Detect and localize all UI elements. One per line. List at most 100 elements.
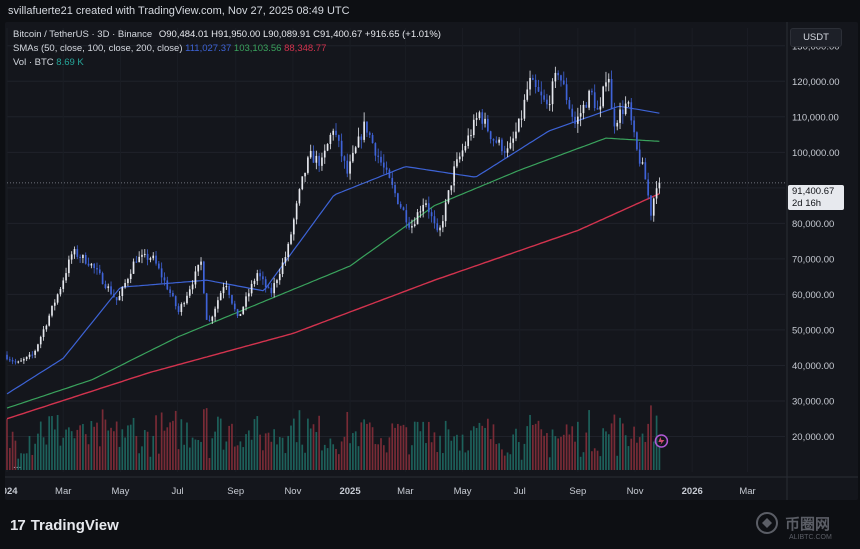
volume-bar xyxy=(104,419,107,470)
candle-body xyxy=(278,274,281,281)
candle-body xyxy=(194,271,197,285)
volume-bar xyxy=(495,444,498,470)
candle-body xyxy=(343,156,346,161)
candle-body xyxy=(307,157,309,173)
y-tick-label: 20,000.00 xyxy=(792,432,834,443)
chart-panel[interactable]: 130,000.00120,000.00110,000.00100,000.00… xyxy=(5,22,858,500)
volume-bar xyxy=(371,427,374,470)
candle-body xyxy=(124,283,126,288)
more-indicators-button[interactable]: ... xyxy=(13,460,22,471)
candle-body xyxy=(368,132,371,135)
volume-bar xyxy=(42,437,45,470)
candle-body xyxy=(68,259,70,274)
candle-body xyxy=(461,150,464,157)
volume-bar xyxy=(138,453,141,470)
volume-bar xyxy=(405,427,408,470)
volume-bar xyxy=(501,449,503,470)
candle-body xyxy=(73,249,76,255)
volume-bar xyxy=(517,442,520,470)
candle-body xyxy=(163,277,166,281)
candle-body xyxy=(14,361,17,363)
candle-body xyxy=(394,185,396,194)
volume-bar xyxy=(191,437,194,470)
volume-bar xyxy=(281,437,284,470)
candle-body xyxy=(329,134,332,144)
volume-bar xyxy=(458,450,461,470)
volume-bar xyxy=(188,447,191,470)
volume-label[interactable]: Vol · BTC xyxy=(13,57,54,68)
x-tick-label: 2026 xyxy=(682,486,703,497)
candle-body xyxy=(475,118,478,120)
volume-bar xyxy=(340,441,343,470)
volume-bar xyxy=(197,439,200,470)
volume-bar xyxy=(113,431,115,470)
volume-bar xyxy=(250,439,253,470)
candle-body xyxy=(135,261,138,263)
volume-bar xyxy=(205,408,208,470)
currency-button[interactable]: USDT xyxy=(790,28,842,47)
volume-bar xyxy=(397,423,399,470)
volume-bar xyxy=(464,452,467,470)
volume-bar xyxy=(444,420,447,470)
candle-body xyxy=(6,354,8,360)
price-chart[interactable]: 130,000.00120,000.00110,000.00100,000.00… xyxy=(5,22,858,500)
volume-bar xyxy=(537,420,540,470)
candle-body xyxy=(467,135,470,146)
candle-body xyxy=(98,269,101,274)
candle-body xyxy=(495,140,498,143)
volume-bar xyxy=(107,430,110,470)
volume-bar xyxy=(548,457,551,470)
candle-body xyxy=(312,150,315,163)
volume-bar xyxy=(90,421,93,470)
volume-bar xyxy=(560,436,562,470)
volume-bar xyxy=(290,425,292,470)
candle-body xyxy=(397,193,399,205)
volume-row[interactable]: Vol · BTC 8.69 K xyxy=(13,56,441,70)
sma-label[interactable]: SMAs (50, close, 100, close, 200, close) xyxy=(13,43,183,54)
candle-body xyxy=(391,177,394,186)
symbol-label[interactable]: Bitcoin / TetherUS · 3D · Binance xyxy=(13,29,153,40)
candle-body xyxy=(588,90,590,108)
volume-bar xyxy=(574,441,576,470)
sma-row[interactable]: SMAs (50, close, 100, close, 200, close)… xyxy=(13,42,441,56)
candle-body xyxy=(532,77,534,80)
candle-body xyxy=(287,243,290,258)
candle-body xyxy=(512,138,515,143)
x-tick-label: Mar xyxy=(739,486,755,497)
volume-bar xyxy=(211,438,214,470)
tradingview-logo[interactable]: 17 TradingView xyxy=(10,517,119,534)
volume-bar xyxy=(430,442,433,470)
volume-bar xyxy=(349,443,351,470)
volume-bar xyxy=(68,427,70,470)
candle-body xyxy=(129,273,132,280)
candle-body xyxy=(337,135,340,141)
volume-bar xyxy=(605,431,607,470)
volume-bar xyxy=(472,426,475,470)
y-tick-label: 70,000.00 xyxy=(792,254,834,265)
candle-body xyxy=(160,268,163,278)
candle-body xyxy=(284,257,287,263)
y-tick-label: 80,000.00 xyxy=(792,219,834,230)
volume-bar xyxy=(214,431,216,470)
volume-bar xyxy=(588,410,590,470)
candle-body xyxy=(562,80,565,85)
candle-body xyxy=(121,287,124,297)
candle-body xyxy=(472,119,475,136)
volume-bar xyxy=(630,438,633,470)
candle-body xyxy=(222,287,225,294)
candle-body xyxy=(186,295,188,304)
candle-body xyxy=(517,118,520,132)
volume-bar xyxy=(73,438,76,470)
volume-bar xyxy=(467,450,470,470)
volume-bar xyxy=(627,446,630,470)
volume-bar xyxy=(177,449,180,470)
candle-body xyxy=(621,109,624,115)
volume-bar xyxy=(59,445,62,470)
volume-bar xyxy=(259,434,261,470)
volume-bar xyxy=(48,416,51,470)
ohlc-row[interactable]: Bitcoin / TetherUS · 3D · Binance O90,48… xyxy=(13,28,441,42)
volume-bar xyxy=(149,456,152,470)
volume-bar xyxy=(616,455,619,470)
volume-bar xyxy=(394,427,396,470)
candle-body xyxy=(315,155,318,163)
